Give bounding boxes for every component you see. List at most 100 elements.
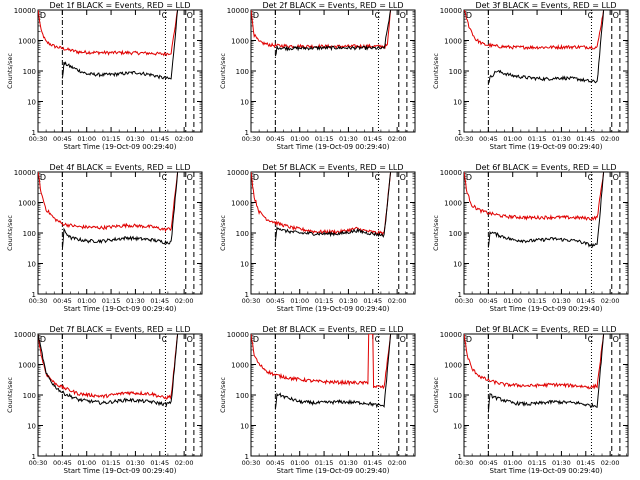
x-tick-label: 01:00 [290, 297, 309, 305]
x-tick-label: 00:30 [29, 459, 48, 467]
corner-marker: C [588, 173, 594, 182]
series-line-events [274, 172, 392, 242]
x-tick-label: 00:45 [479, 459, 498, 467]
x-tick-label: 02:00 [175, 297, 194, 305]
series-line-lld [464, 334, 605, 390]
y-tick-label: 1 [458, 291, 462, 299]
y-tick-label: 10000 [14, 331, 36, 339]
series-line-events [38, 334, 179, 408]
corner-marker: D [466, 11, 472, 20]
x-tick-label: 01:15 [102, 135, 121, 143]
x-axis-label: Start Time (19-Oct-09 00:29:40) [277, 305, 390, 313]
chart-panel-9: Det 9f BLACK = Events, RED = LLD 1 10 100 10… [432, 325, 629, 475]
series-line-events [487, 334, 605, 413]
corner-marker: C [162, 335, 168, 344]
x-tick-label: 01:30 [552, 297, 571, 305]
y-tick-label: 1 [32, 129, 36, 137]
y-tick-label: 100 [23, 230, 36, 238]
x-tick-label: 01:15 [315, 297, 334, 305]
chart-panel-5: Det 5f BLACK = Events, RED = LLD 1 10 100 10… [219, 163, 416, 313]
chart-panel-8: Det 8f BLACK = Events, RED = LLD 1 10 100 10… [219, 325, 416, 475]
y-tick-label: 10000 [14, 169, 36, 177]
y-axis-label: Counts/sec [432, 377, 440, 413]
x-tick-label: 00:45 [479, 297, 498, 305]
x-axis-label: Start Time (19-Oct-09 00:29:40) [490, 305, 603, 313]
corner-marker: O [400, 11, 406, 20]
y-tick-label: 1000 [231, 38, 249, 46]
x-tick-label: 00:30 [29, 297, 48, 305]
corner-marker: D [253, 335, 259, 344]
x-tick-label: 02:00 [601, 459, 620, 467]
chart-title: Det 9f BLACK = Events, RED = LLD [475, 325, 616, 334]
y-tick-label: 100 [449, 68, 462, 76]
x-tick-label: 01:45 [363, 297, 382, 305]
x-tick-label: 00:45 [479, 135, 498, 143]
x-tick-label: 01:15 [315, 135, 334, 143]
y-tick-label: 10000 [440, 331, 462, 339]
x-tick-label: 00:30 [455, 135, 474, 143]
y-tick-label: 10000 [227, 7, 249, 15]
corner-marker: O [400, 173, 406, 182]
y-tick-label: 100 [236, 68, 249, 76]
x-axis-label: Start Time (19-Oct-09 00:29:40) [490, 143, 603, 151]
chart-panel-6: Det 6f BLACK = Events, RED = LLD 1 10 100 10… [432, 163, 629, 313]
x-tick-label: 00:30 [29, 135, 48, 143]
series-line-lld [38, 172, 179, 233]
x-tick-label: 01:15 [102, 297, 121, 305]
x-tick-label: 00:30 [455, 459, 474, 467]
y-tick-label: 1 [245, 291, 249, 299]
x-tick-label: 01:30 [339, 135, 358, 143]
y-tick-label: 100 [449, 392, 462, 400]
series-line-lld [251, 172, 392, 237]
y-tick-label: 10000 [227, 169, 249, 177]
x-tick-label: 01:15 [528, 459, 547, 467]
corner-marker: D [466, 173, 472, 182]
series-line-events [61, 10, 179, 80]
x-tick-label: 01:00 [503, 459, 522, 467]
y-tick-label: 1000 [444, 362, 462, 370]
y-tick-label: 100 [236, 230, 249, 238]
x-tick-label: 01:00 [77, 459, 96, 467]
corner-marker: O [613, 11, 619, 20]
series-line-events [61, 172, 179, 250]
y-tick-label: 1000 [444, 38, 462, 46]
series-line-lld [251, 10, 392, 50]
y-tick-label: 1000 [231, 362, 249, 370]
x-tick-label: 02:00 [601, 135, 620, 143]
corner-marker: D [466, 335, 472, 344]
y-tick-label: 1 [245, 129, 249, 137]
y-axis-label: Counts/sec [432, 215, 440, 251]
y-tick-label: 1000 [18, 362, 36, 370]
x-tick-label: 01:00 [77, 135, 96, 143]
x-tick-label: 01:30 [126, 459, 145, 467]
corner-marker: O [613, 335, 619, 344]
x-axis-label: Start Time (19-Oct-09 00:29:40) [277, 467, 390, 475]
chart-panel-1: Det 1f BLACK = Events, RED = LLD 1 10 100 10… [6, 1, 203, 151]
chart-panel-2: Det 2f BLACK = Events, RED = LLD 1 10 100 10… [219, 1, 416, 151]
x-tick-label: 00:45 [266, 135, 285, 143]
y-tick-label: 100 [23, 392, 36, 400]
y-tick-label: 1 [32, 291, 36, 299]
y-tick-label: 10 [453, 99, 462, 107]
y-tick-label: 1 [458, 129, 462, 137]
x-tick-label: 01:30 [552, 135, 571, 143]
chart-title: Det 6f BLACK = Events, RED = LLD [475, 163, 616, 172]
x-tick-label: 00:30 [242, 135, 261, 143]
y-tick-label: 10 [240, 261, 249, 269]
x-tick-label: 01:45 [576, 297, 595, 305]
y-tick-label: 10 [453, 261, 462, 269]
x-tick-label: 01:15 [528, 297, 547, 305]
series-line-events [487, 172, 605, 249]
y-axis-label: Counts/sec [6, 377, 14, 413]
chart-panel-4: Det 4f BLACK = Events, RED = LLD 1 10 100 10… [6, 163, 203, 313]
x-tick-label: 01:15 [102, 459, 121, 467]
x-axis-label: Start Time (19-Oct-09 00:29:40) [277, 143, 390, 151]
chart-panel-3: Det 3f BLACK = Events, RED = LLD 1 10 100 10… [432, 1, 629, 151]
corner-marker: D [40, 173, 46, 182]
corner-marker: C [375, 11, 381, 20]
y-axis-label: Counts/sec [219, 377, 227, 413]
x-tick-label: 02:00 [388, 459, 407, 467]
series-line-lld [464, 10, 605, 51]
y-tick-label: 10 [240, 423, 249, 431]
